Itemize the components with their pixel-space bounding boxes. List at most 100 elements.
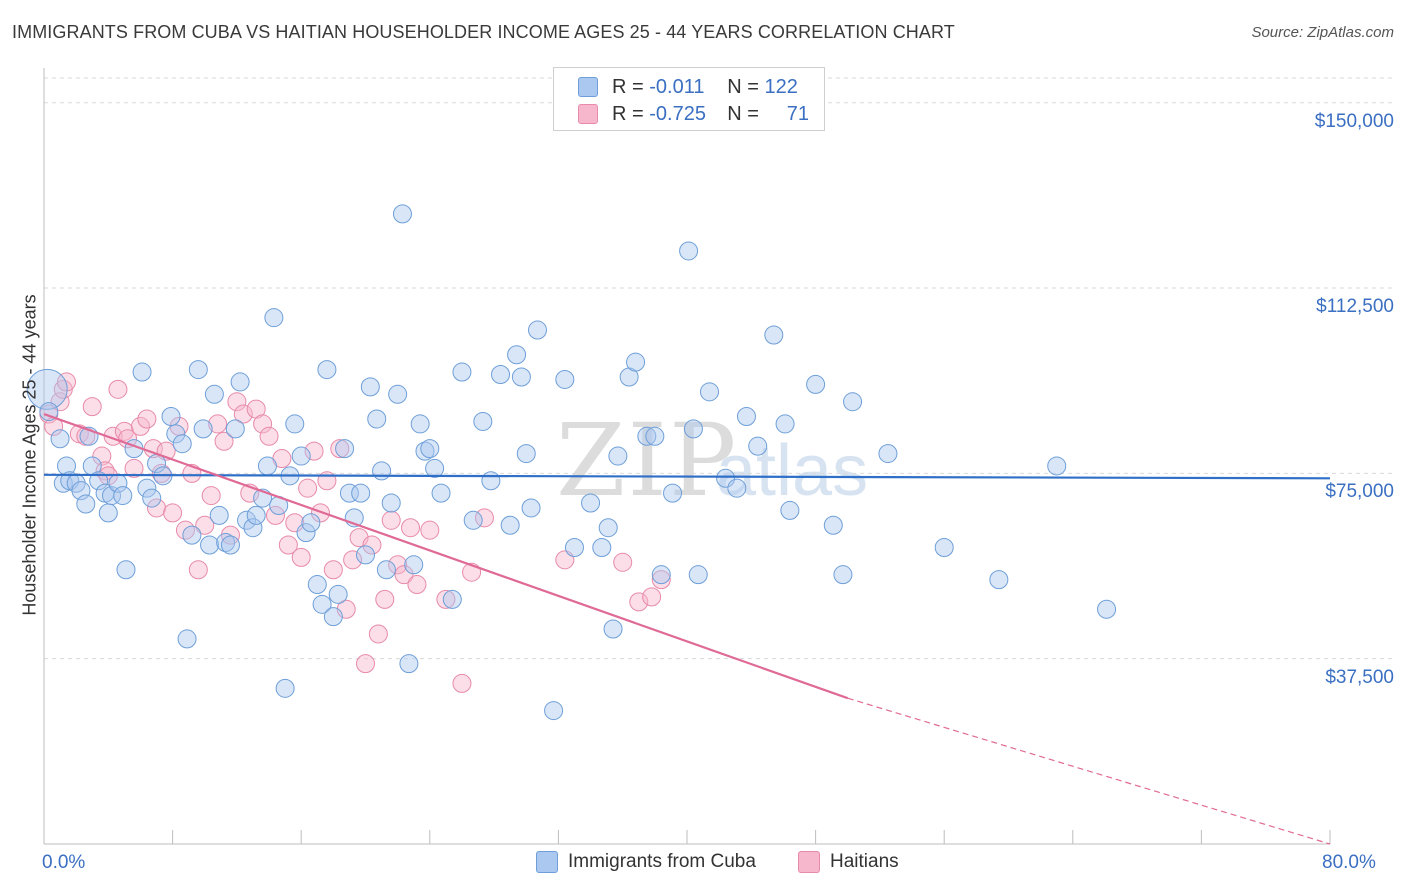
haiti-point	[291, 547, 311, 567]
haiti-point	[368, 624, 388, 644]
cuba-point	[98, 503, 118, 523]
cuba-point	[388, 384, 408, 404]
r-label: R =	[612, 75, 644, 98]
haiti-point	[175, 520, 195, 540]
haiti-r-value: -0.725	[649, 102, 706, 125]
x-tick-label-max: 80.0%	[1322, 852, 1376, 873]
haiti-point	[82, 397, 102, 417]
cuba-point	[89, 471, 109, 491]
cuba-point	[76, 494, 96, 514]
haiti-point	[163, 503, 183, 523]
cuba-point	[161, 407, 181, 427]
cuba-point	[166, 424, 186, 444]
cuba-point	[399, 654, 419, 674]
cuba-point	[1047, 456, 1067, 476]
cuba-trend-line	[43, 473, 1331, 480]
haiti-point	[642, 587, 662, 607]
haiti-point	[57, 372, 77, 392]
haiti-point	[323, 560, 343, 580]
haiti-point	[92, 446, 112, 466]
cuba-point	[507, 345, 527, 365]
haiti-point	[388, 555, 408, 575]
cuba-point	[651, 565, 671, 585]
cuba-point	[193, 419, 213, 439]
cuba-point	[679, 241, 699, 261]
cuba-point	[39, 402, 59, 422]
cuba-point	[360, 377, 380, 397]
cuba-point	[415, 441, 435, 461]
cuba-point	[312, 594, 332, 614]
cuba-point	[356, 545, 375, 565]
cuba-point	[544, 701, 564, 721]
cuba-point	[431, 483, 451, 503]
y-tick-label: $112,500	[1316, 296, 1394, 318]
haiti-point	[201, 486, 221, 506]
cuba-point	[291, 446, 311, 466]
cuba-point	[376, 560, 396, 580]
cuba-point	[645, 426, 665, 446]
cuba-point	[442, 589, 462, 609]
cuba-point	[1097, 599, 1117, 619]
n-label: N =	[727, 75, 759, 98]
haiti-point	[317, 471, 337, 491]
cuba-point	[764, 325, 784, 345]
x-tick-label-min: 0.0%	[42, 852, 86, 873]
haiti-point	[233, 404, 253, 424]
cuba-point	[26, 368, 68, 410]
cuba-legend-label: Immigrants from Cuba	[568, 851, 756, 872]
cuba-point	[182, 525, 202, 545]
cuba-point	[637, 426, 657, 446]
cuba-point	[878, 444, 898, 464]
cuba-point	[748, 436, 768, 456]
series-legend: Immigrants from Cuba Haitians	[0, 851, 1406, 877]
watermark-atlas: atlas	[716, 431, 869, 511]
legend-item-haiti: Haitians	[798, 851, 899, 873]
haiti-point	[304, 441, 324, 461]
haiti-point	[401, 518, 421, 538]
haiti-point	[253, 414, 273, 434]
legend-item-cuba: Immigrants from Cuba	[536, 851, 756, 873]
cuba-point	[177, 629, 197, 649]
haiti-point	[436, 589, 456, 609]
stats-legend: R = -0.011 N = 122 R = -0.725 N = 71	[553, 67, 825, 131]
cuba-point	[328, 584, 348, 604]
haiti-point	[214, 431, 234, 451]
cuba-point	[335, 439, 355, 459]
cuba-point	[491, 365, 511, 385]
haiti-point	[108, 379, 128, 399]
cuba-point	[351, 483, 371, 503]
cuba-point	[204, 384, 224, 404]
haiti-n-value: 71	[786, 102, 809, 125]
cuba-point	[823, 515, 843, 535]
cuba-point	[481, 471, 501, 491]
cuba-point	[626, 352, 646, 372]
y-tick-label: $150,000	[1314, 110, 1394, 132]
cuba-point	[381, 493, 401, 513]
cuba-point	[833, 565, 853, 585]
haiti-point	[394, 565, 414, 585]
cuba-point	[608, 446, 628, 466]
cuba-point	[209, 505, 229, 525]
n-label: N =	[727, 102, 759, 125]
cuba-point	[843, 392, 863, 412]
haiti-swatch	[578, 104, 598, 124]
cuba-point	[243, 518, 263, 538]
cuba-point	[736, 407, 756, 427]
cuba-point	[555, 369, 575, 389]
cuba-point	[404, 555, 424, 575]
haiti-point	[629, 592, 649, 612]
watermark-zip: ZIP	[556, 402, 739, 519]
cuba-point	[113, 486, 133, 506]
cuba-point	[663, 483, 683, 503]
cuba-point	[317, 360, 337, 380]
haiti-point	[188, 560, 208, 580]
cuba-point	[521, 498, 541, 518]
cuba-point	[275, 678, 295, 698]
cuba-point	[367, 409, 387, 429]
cuba-point	[339, 483, 359, 503]
cuba-point	[50, 429, 70, 449]
legend-row-haiti: R = -0.725 N = 71	[578, 102, 809, 126]
cuba-n-value: 122	[764, 75, 798, 98]
cuba-legend-swatch	[536, 851, 558, 873]
